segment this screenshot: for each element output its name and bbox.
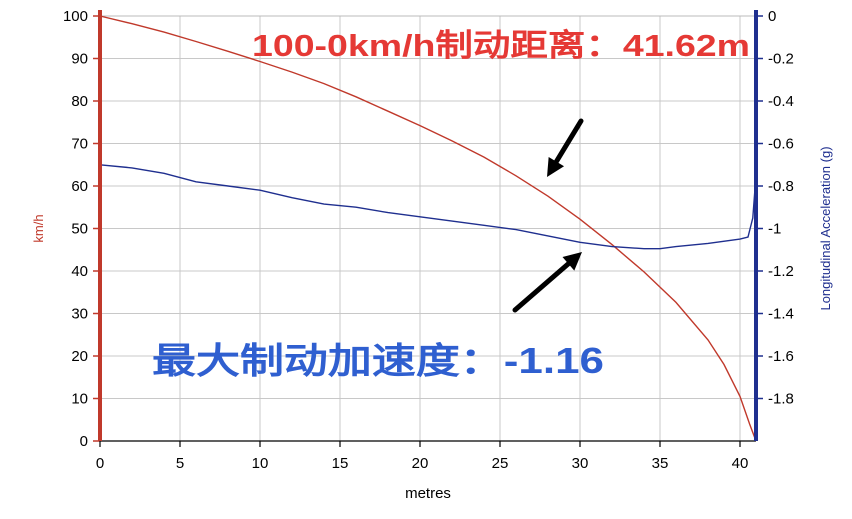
series-layer [99,15,757,442]
left-tick-label: 70 [71,136,88,153]
left-tick-label: 60 [71,178,88,195]
left-tick-label: 10 [71,391,88,408]
left-tick-label: 80 [71,93,88,110]
left-tick-label: 30 [71,306,88,323]
right-tick-label: -1.2 [768,263,794,280]
right-tick-label: -0.2 [768,51,794,68]
x-tick-label: 35 [652,455,669,472]
grid [99,15,756,442]
annotations: 100-0km/h制动距离：41.62m 最大制动加速度：-1.16 [152,28,750,381]
right-tick-label: -0.6 [768,136,794,153]
right-tick-label: -0.8 [768,178,794,195]
left-tick-label: 100 [63,8,88,25]
axes: 0102030405060708090100km/h0-0.2-0.4-0.6-… [31,8,833,502]
left-tick-label: 90 [71,51,88,68]
x-tick-label: 10 [252,455,269,472]
right-tick-label: -1 [768,221,781,238]
left-axis-title: km/h [31,214,46,242]
left-tick-label: 50 [71,221,88,238]
right-tick-label: -1.6 [768,348,794,365]
left-tick-label: 0 [80,433,88,450]
x-tick-label: 0 [96,455,104,472]
speed-series-line [99,15,757,442]
acceleration-series-line [99,164,757,250]
plot-frame [100,15,756,442]
right-tick-label: 0 [768,8,776,25]
right-tick-label: -0.4 [768,93,794,110]
x-axis-title: metres [405,485,451,502]
x-tick-label: 5 [176,455,184,472]
x-tick-label: 20 [412,455,429,472]
x-tick-label: 30 [572,455,589,472]
right-axis-title: Longitudinal Acceleration (g) [818,146,833,310]
arrow-to-speed-curve [547,118,584,177]
x-tick-label: 15 [332,455,349,472]
left-tick-label: 20 [71,348,88,365]
right-tick-label: -1.4 [768,306,794,323]
x-tick-label: 40 [732,455,749,472]
right-tick-label: -1.8 [768,391,794,408]
left-tick-label: 40 [71,263,88,280]
max-deceleration-annotation: 最大制动加速度：-1.16 [152,340,604,381]
braking-distance-annotation: 100-0km/h制动距离：41.62m [252,28,750,63]
arrow-to-acceleration-curve [512,252,582,313]
x-tick-label: 25 [492,455,509,472]
